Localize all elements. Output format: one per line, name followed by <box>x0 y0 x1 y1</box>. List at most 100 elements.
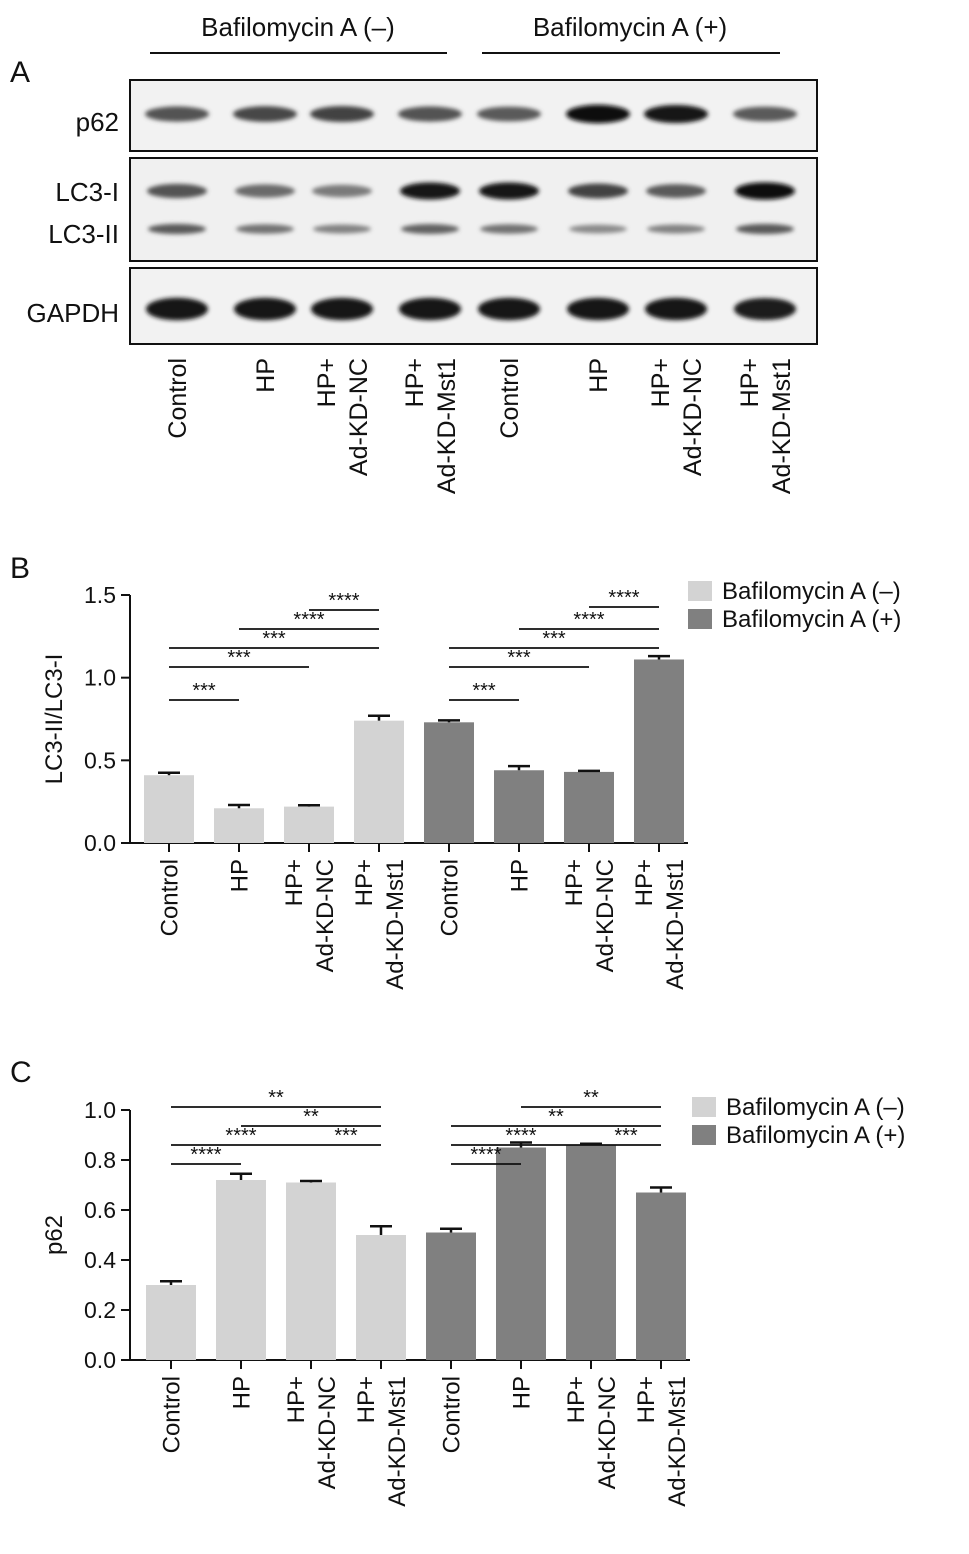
x-tick-label-4: HP+ Ad-KD-Mst1 <box>353 1376 411 1507</box>
significance-label-7: **** <box>505 1125 536 1147</box>
band-gapdh-4 <box>399 297 461 321</box>
lane-label-4: HP+ Ad-KD-Mst1 <box>401 358 461 494</box>
panel-a-label: A <box>10 56 30 89</box>
significance-label-10: *** <box>614 1125 638 1147</box>
panel-a: A Bafilomycin A (–) Bafilomycin A (+) p6… <box>10 12 818 494</box>
significance-label-6: **** <box>470 1144 501 1166</box>
x-tick-label-8-line-1: Ad-KD-Mst1 <box>662 859 689 990</box>
lane-label-7: HP+ Ad-KD-NC <box>647 358 707 476</box>
x-tick-label-4: HP+ Ad-KD-Mst1 <box>351 859 409 990</box>
x-tick-label-6-line-0: HP <box>509 1376 536 1409</box>
blot-label-lc3-i: LC3-I <box>55 177 119 207</box>
x-tick-label-4-line-0: HP+ <box>353 1376 380 1423</box>
lane-label-8-line-0: HP+ <box>736 358 764 407</box>
band-p62-8 <box>733 106 797 122</box>
panel-c-label: C <box>10 1056 32 1089</box>
x-tick-label-7-line-1: Ad-KD-NC <box>594 1376 621 1489</box>
legend-label-1: Bafilomycin A (–) <box>726 1094 905 1121</box>
x-tick-label-5: Control <box>439 1376 466 1453</box>
band-lc3-ii-1 <box>148 223 206 235</box>
x-tick-label-1: Control <box>157 859 184 936</box>
lane-label-5: Control <box>496 358 524 439</box>
x-tick-label-2: HP <box>229 1376 256 1409</box>
lane-label-3-line-0: HP+ <box>313 358 341 407</box>
legend-swatch-1 <box>688 581 712 601</box>
y-tick-label: 0.8 <box>84 1147 116 1173</box>
band-lc3-ii-4 <box>401 224 459 234</box>
x-tick-label-2-line-0: HP <box>227 859 254 892</box>
band-lc3-i-6 <box>568 183 628 199</box>
y-tick-label: 1.0 <box>84 1097 116 1123</box>
lane-label-3-line-1: Ad-KD-NC <box>345 358 373 476</box>
lane-label-5-line-0: Control <box>496 358 524 439</box>
legend-swatch-2 <box>692 1125 716 1145</box>
legend-swatch-2 <box>688 609 712 629</box>
x-tick-label-3-line-1: Ad-KD-NC <box>312 859 339 972</box>
significance-label-5: **** <box>328 590 359 612</box>
band-p62-7 <box>644 104 708 124</box>
significance-label-7: *** <box>507 647 531 669</box>
bar-1 <box>146 1285 196 1360</box>
lane-labels: Control HP HP+ Ad-KD-NC HP+ Ad-KD-Mst1 Control… <box>164 358 796 494</box>
x-tick-label-3-line-0: HP+ <box>283 1376 310 1423</box>
lane-label-8-line-1: Ad-KD-Mst1 <box>768 358 796 494</box>
significance-label-8: ** <box>548 1106 564 1128</box>
band-p62-3 <box>310 106 374 122</box>
bar-4 <box>354 720 404 843</box>
lane-label-1: Control <box>164 358 192 439</box>
y-tick-label: 1.5 <box>84 582 116 608</box>
blot-label-lc3-ii: LC3-II <box>48 219 119 249</box>
x-tick-label-7-line-1: Ad-KD-NC <box>592 859 619 972</box>
group-label-minus: Bafilomycin A (–) <box>201 12 395 42</box>
lane-label-1-line-0: Control <box>164 358 192 439</box>
band-gapdh-3 <box>311 297 373 321</box>
bar-8 <box>636 1192 686 1360</box>
x-tick-label-3-line-0: HP+ <box>281 859 308 906</box>
bar-5 <box>426 1232 476 1360</box>
blot-label-gapdh: GAPDH <box>27 298 119 328</box>
y-tick-label: 0.4 <box>84 1247 116 1273</box>
y-axis-label: LC3-II/LC3-I <box>41 654 68 785</box>
x-tick-label-6: HP <box>509 1376 536 1409</box>
significance-label-1: **** <box>190 1144 221 1166</box>
legend-label-2: Bafilomycin A (+) <box>726 1122 905 1149</box>
x-tick-label-8-line-0: HP+ <box>631 859 658 906</box>
band-lc3-ii-3 <box>313 224 371 234</box>
x-tick-label-7: HP+ Ad-KD-NC <box>563 1376 621 1489</box>
band-lc3-i-2 <box>235 184 295 198</box>
y-tick-label: 0.0 <box>84 1347 116 1373</box>
blot-gapdh-frame <box>129 267 818 345</box>
band-lc3-ii-8 <box>736 223 794 235</box>
legend-swatch-1 <box>692 1097 716 1117</box>
band-p62-1 <box>145 106 209 122</box>
x-tick-label-2: HP <box>227 859 254 892</box>
band-gapdh-5 <box>478 297 540 321</box>
blot-label-p62: p62 <box>76 107 119 137</box>
bar-2 <box>216 1180 266 1360</box>
x-tick-label-6-line-0: HP <box>507 859 534 892</box>
x-tick-label-5-line-0: Control <box>437 859 464 936</box>
band-lc3-ii-5 <box>480 224 538 234</box>
lane-label-3: HP+ Ad-KD-NC <box>313 358 373 476</box>
band-lc3-i-5 <box>479 182 539 200</box>
band-lc3-i-8 <box>735 182 795 200</box>
x-tick-label-4-line-0: HP+ <box>351 859 378 906</box>
x-tick-label-2-line-0: HP <box>229 1376 256 1409</box>
band-lc3-ii-7 <box>647 224 705 234</box>
y-axis-label: p62 <box>41 1215 68 1255</box>
x-tick-label-7-line-0: HP+ <box>563 1376 590 1423</box>
significance-label-2: **** <box>225 1125 256 1147</box>
significance-label-5: *** <box>334 1125 358 1147</box>
bar-7 <box>564 771 614 843</box>
x-tick-label-5-line-0: Control <box>439 1376 466 1453</box>
blot-bands <box>145 104 797 321</box>
significance-label-4: ** <box>303 1106 319 1128</box>
x-tick-label-8: HP+ Ad-KD-Mst1 <box>631 859 689 990</box>
blot-p62-frame <box>129 79 818 152</box>
significance-label-9: ** <box>583 1087 599 1109</box>
group-label-plus: Bafilomycin A (+) <box>533 12 727 42</box>
significance-label-3: *** <box>262 628 286 650</box>
lane-label-4-line-0: HP+ <box>401 358 429 407</box>
significance-label-6: *** <box>472 680 496 702</box>
